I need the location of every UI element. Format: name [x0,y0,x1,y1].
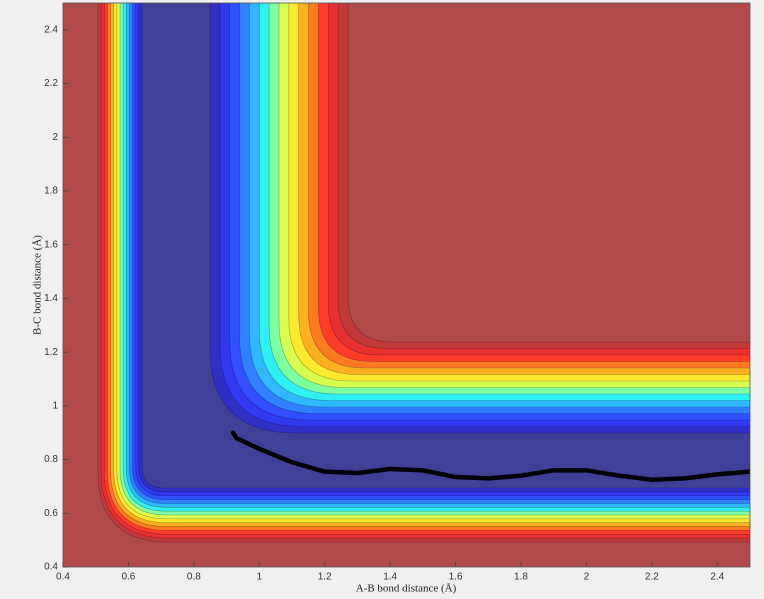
y-tick-label: 1.6 [44,239,58,250]
y-axis-label: B-C bond distance (Å) [32,235,44,335]
x-tick-label: 0.6 [121,572,135,583]
surface-band [122,3,750,512]
x-tick-label: 2 [584,572,590,583]
x-tick-label: 1.6 [449,572,463,583]
y-tick-label: 0.4 [44,562,58,573]
y-tick-label: 1 [52,400,58,411]
y-tick-label: 1.8 [44,186,58,197]
x-tick-label: 2.4 [710,572,724,583]
x-tick-label: 0.4 [56,572,70,583]
y-tick-label: 2.4 [44,24,58,35]
y-tick-label: 0.6 [44,508,58,519]
plot-frame [62,2,751,568]
potential-surface [63,3,750,567]
y-tick-label: 0.8 [44,454,58,465]
x-tick-label: 1.4 [383,572,397,583]
x-tick-label: 1.8 [514,572,528,583]
x-axis-label: A-B bond distance (Å) [356,583,457,595]
y-tick-label: 2 [52,132,58,143]
surface-band [141,3,750,489]
trajectory-line [230,430,750,482]
x-tick-label: 1 [257,572,263,583]
y-tick-label: 2.2 [44,78,58,89]
y-tick-label: 1.4 [44,293,58,304]
x-tick-label: 0.8 [187,572,201,583]
x-tick-label: 2.2 [645,572,659,583]
x-tick-label: 1.2 [318,572,332,583]
plot-marks [230,430,750,482]
y-tick-label: 1.2 [44,347,58,358]
